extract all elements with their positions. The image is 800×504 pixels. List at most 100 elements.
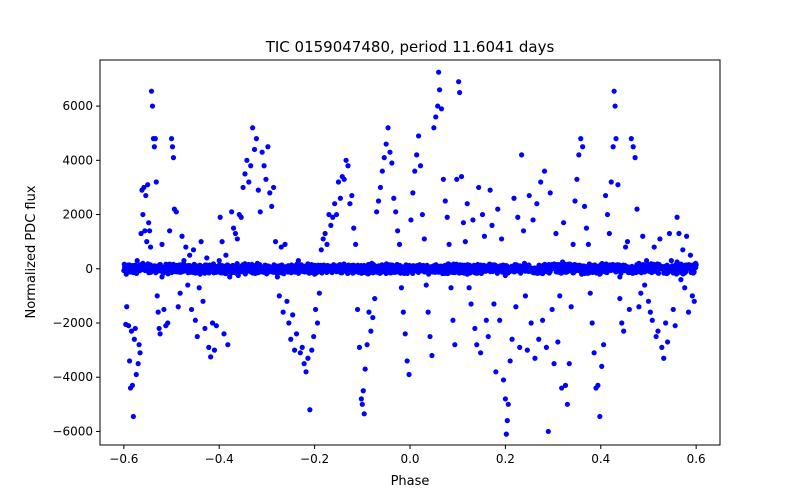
data-point bbox=[138, 230, 144, 237]
data-point bbox=[464, 201, 470, 207]
data-point bbox=[613, 136, 619, 142]
data-point bbox=[503, 431, 509, 437]
data-point bbox=[608, 179, 614, 185]
data-point bbox=[351, 225, 357, 231]
data-point bbox=[483, 317, 489, 323]
data-point bbox=[530, 217, 536, 223]
data-point bbox=[229, 209, 235, 215]
data-point bbox=[408, 217, 414, 223]
data-point bbox=[225, 342, 231, 348]
data-point bbox=[495, 206, 501, 212]
data-point bbox=[129, 382, 136, 388]
data-point bbox=[144, 239, 150, 245]
data-point bbox=[456, 79, 462, 85]
data-point bbox=[585, 241, 591, 247]
data-point bbox=[223, 252, 229, 258]
data-point bbox=[170, 155, 177, 161]
data-point bbox=[187, 252, 193, 258]
data-point bbox=[145, 182, 151, 188]
data-point bbox=[685, 309, 692, 315]
data-point bbox=[547, 190, 553, 196]
data-point bbox=[611, 88, 617, 94]
data-point bbox=[560, 220, 567, 226]
data-point bbox=[601, 342, 607, 348]
data-point bbox=[280, 309, 286, 315]
data-point bbox=[427, 333, 433, 340]
data-point bbox=[406, 371, 412, 378]
data-point bbox=[362, 366, 368, 372]
data-point bbox=[156, 325, 162, 332]
data-point bbox=[126, 358, 133, 364]
data-point bbox=[278, 244, 284, 250]
data-point bbox=[621, 328, 627, 334]
data-point bbox=[307, 407, 313, 413]
data-point bbox=[425, 309, 431, 315]
data-point bbox=[674, 214, 680, 220]
data-point bbox=[564, 401, 570, 407]
data-point bbox=[130, 413, 136, 420]
x-axis: −0.6 −0.4 −0.2 0.0 0.2 0.4 0.6 bbox=[109, 445, 706, 466]
data-point bbox=[324, 241, 330, 247]
data-point bbox=[402, 331, 408, 337]
data-point bbox=[190, 247, 197, 253]
data-point bbox=[372, 295, 378, 302]
data-point bbox=[169, 144, 176, 150]
data-point bbox=[448, 285, 454, 291]
data-point bbox=[345, 163, 351, 169]
data-point bbox=[435, 103, 441, 109]
data-point bbox=[568, 304, 574, 310]
data-point bbox=[452, 342, 458, 348]
data-point bbox=[284, 298, 290, 304]
data-point bbox=[517, 344, 523, 350]
data-point bbox=[470, 217, 476, 223]
data-point bbox=[450, 317, 456, 323]
data-point bbox=[282, 241, 288, 247]
data-point bbox=[154, 293, 160, 299]
data-point bbox=[335, 179, 342, 185]
data-point bbox=[211, 347, 218, 353]
data-point bbox=[347, 201, 353, 207]
data-point bbox=[393, 209, 399, 215]
data-point bbox=[246, 179, 252, 185]
data-point bbox=[155, 309, 161, 315]
data-point bbox=[179, 233, 185, 239]
data-point bbox=[177, 290, 183, 296]
data-point bbox=[146, 220, 152, 226]
data-point bbox=[647, 309, 653, 315]
data-point bbox=[272, 239, 279, 245]
data-point bbox=[534, 201, 540, 207]
data-point bbox=[587, 290, 593, 296]
data-point bbox=[666, 230, 673, 237]
data-point bbox=[185, 282, 191, 288]
data-point bbox=[328, 222, 334, 228]
data-point bbox=[664, 339, 671, 345]
data-point bbox=[497, 317, 503, 323]
data-point bbox=[194, 333, 200, 340]
data-point bbox=[288, 336, 294, 342]
data-point bbox=[299, 344, 305, 350]
data-point bbox=[505, 401, 511, 407]
data-point bbox=[606, 230, 612, 237]
data-point bbox=[419, 211, 425, 218]
data-point bbox=[572, 198, 578, 204]
data-point bbox=[532, 355, 538, 361]
data-point bbox=[364, 342, 370, 348]
data-point bbox=[219, 239, 225, 245]
data-point bbox=[385, 125, 391, 131]
x-tick-label: 0.4 bbox=[591, 452, 610, 466]
data-point bbox=[157, 331, 163, 337]
data-point bbox=[377, 184, 384, 191]
data-point bbox=[604, 211, 611, 218]
data-point bbox=[421, 236, 427, 242]
data-point bbox=[131, 336, 137, 342]
data-point bbox=[504, 418, 510, 424]
data-point bbox=[312, 306, 319, 313]
data-point bbox=[251, 146, 258, 153]
data-point bbox=[549, 306, 555, 313]
data-point bbox=[259, 149, 265, 155]
data-point bbox=[209, 320, 216, 326]
data-point bbox=[303, 369, 309, 375]
data-point bbox=[198, 239, 204, 245]
